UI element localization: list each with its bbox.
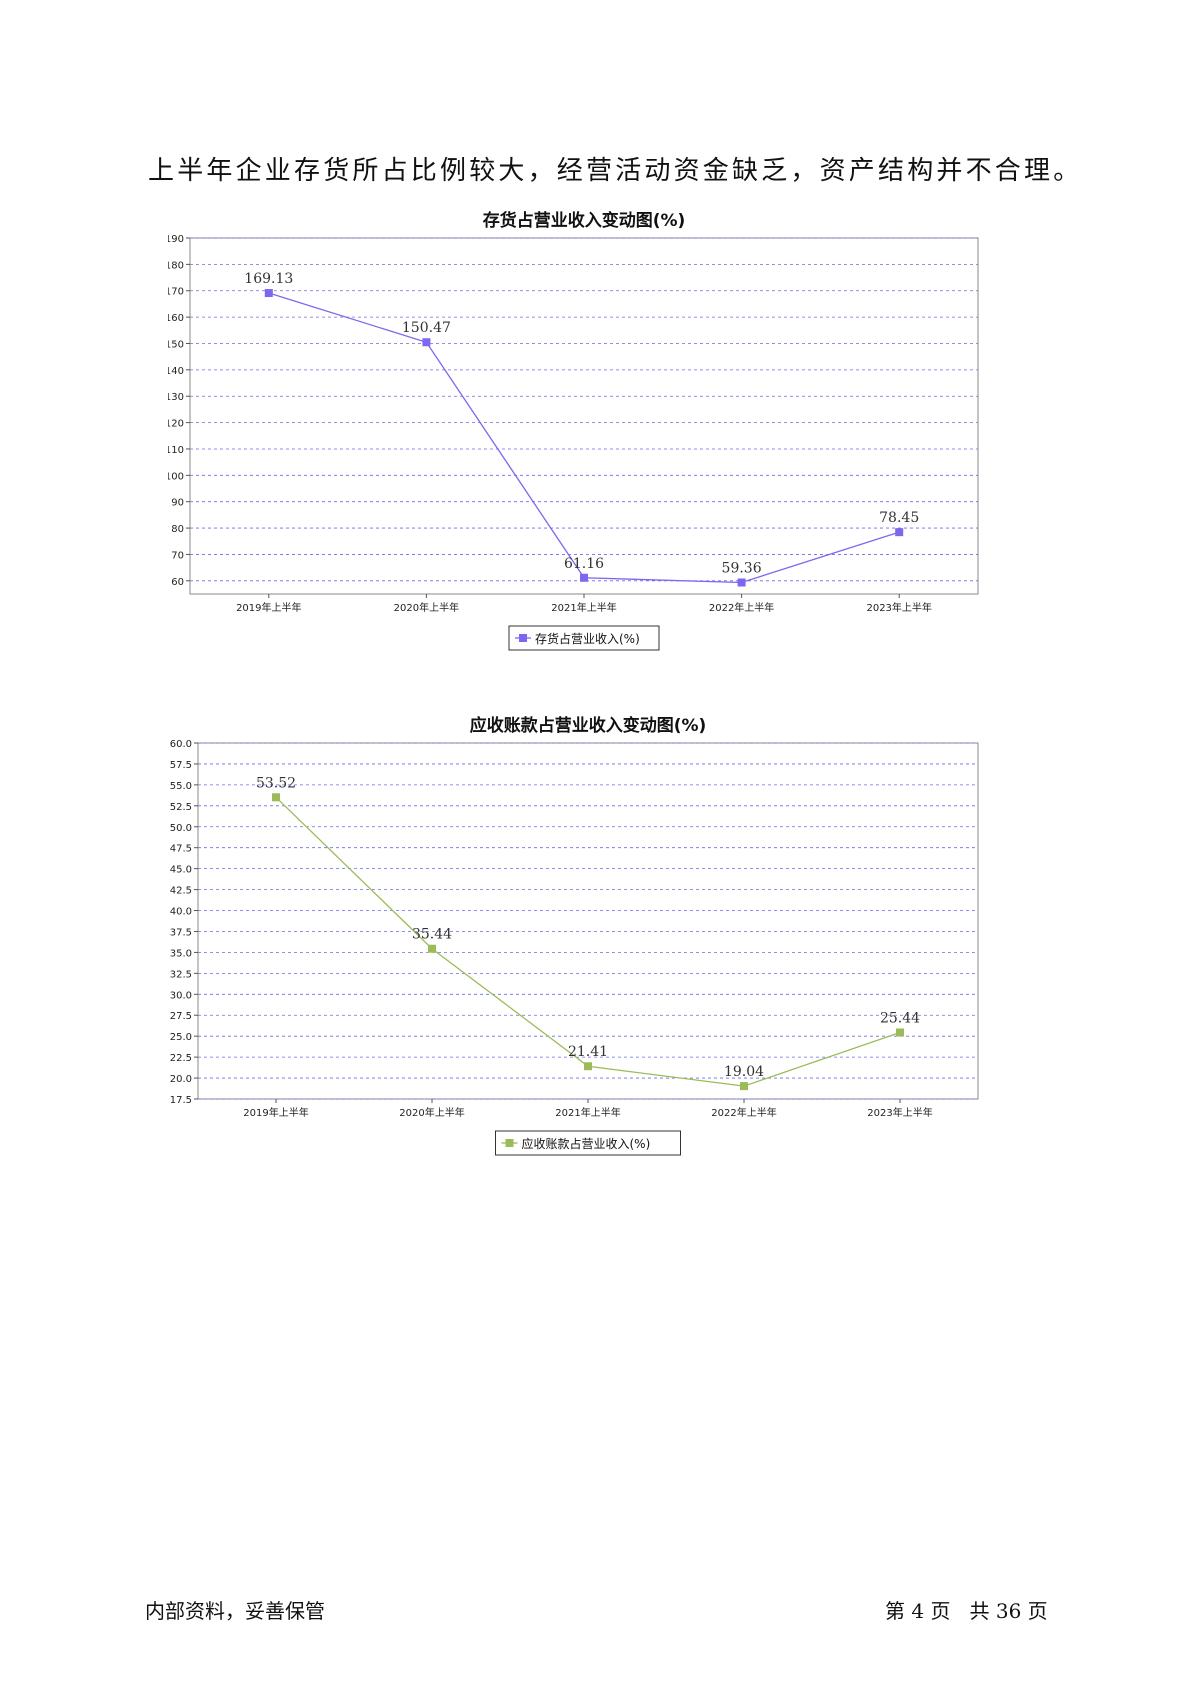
- data-label: 78.45: [879, 510, 919, 526]
- data-point: [264, 289, 273, 298]
- footer-page-number: 第 4 页 共 36 页: [885, 1599, 1048, 1623]
- y-tick-label: 55.0: [170, 781, 192, 792]
- chart-title: 存货占营业收入变动图(%): [483, 210, 686, 231]
- data-label: 150.47: [402, 320, 451, 336]
- legend-label: 应收账款占营业收入(%): [522, 1136, 651, 1151]
- data-point: [580, 573, 588, 582]
- data-point: [895, 528, 904, 537]
- y-tick-label: 60: [171, 577, 184, 588]
- y-tick-label: 110: [168, 445, 184, 456]
- plot-area: [189, 237, 979, 595]
- x-tick-label: 2023年上半年: [866, 601, 931, 614]
- y-tick-label: 80: [171, 524, 184, 535]
- x-tick-label: 2022年上半年: [711, 1106, 776, 1119]
- inventory-chart-svg: 存货占营业收入变动图(%) 60 70 80 90 100 110 120 130 140 150 1…: [168, 210, 979, 651]
- y-tick-label: 37.5: [170, 927, 192, 938]
- y-tick-label: 150: [168, 339, 184, 350]
- plot-area: [197, 742, 979, 1100]
- y-tick-label: 27.5: [170, 1011, 192, 1022]
- data-label: 21.41: [568, 1044, 608, 1060]
- y-tick-label: 130: [168, 392, 184, 403]
- data-label: 25.44: [880, 1010, 920, 1026]
- body-paragraph: 上半年企业存货所占比例较大，经营活动资金缺乏，资产结构并不合理。: [148, 156, 1083, 186]
- chart-title: 应收账款占营业收入变动图(%): [470, 715, 707, 736]
- y-tick-label: 22.5: [170, 1053, 192, 1064]
- receivables-chart: 应收账款占营业收入变动图(%) 17.5 20.0 22.5 25.0 27.5 30.0 3…: [168, 715, 1048, 1185]
- x-tick-label: 2021年上半年: [551, 601, 616, 614]
- y-tick-label: 120: [168, 419, 184, 430]
- y-tick-label: 100: [168, 471, 184, 482]
- inventory-chart: 存货占营业收入变动图(%) 60 70 80 90 100 110 120 130 140 150 1…: [168, 210, 1048, 680]
- data-point: [740, 1082, 748, 1091]
- data-point: [584, 1062, 592, 1071]
- y-tick-label: 47.5: [170, 844, 192, 855]
- x-tick-label: 2019年上半年: [243, 1106, 308, 1119]
- y-tick-label: 25.0: [170, 1032, 192, 1043]
- data-point: [896, 1028, 904, 1037]
- data-point: [737, 578, 746, 587]
- x-tick-label: 2023年上半年: [867, 1106, 932, 1119]
- legend-label: 存货占营业收入(%): [535, 631, 640, 646]
- data-label: 53.52: [256, 775, 296, 791]
- x-tick-label: 2019年上半年: [236, 601, 301, 614]
- legend-marker: [505, 1139, 514, 1147]
- y-tick-label: 140: [168, 366, 184, 377]
- data-label: 59.36: [722, 561, 762, 577]
- data-point: [272, 793, 280, 802]
- y-tick-label: 20.0: [170, 1074, 192, 1085]
- y-tick-label: 57.5: [170, 760, 192, 771]
- y-tick-label: 70: [171, 550, 184, 561]
- y-tick-label: 170: [168, 287, 184, 298]
- data-label: 61.16: [564, 556, 604, 572]
- receivables-chart-svg: 应收账款占营业收入变动图(%) 17.5 20.0 22.5 25.0 27.5 30.0 3…: [170, 715, 979, 1156]
- y-tick-label: 35.0: [170, 948, 192, 959]
- y-tick-label: 32.5: [170, 969, 192, 980]
- legend-box: [495, 1130, 681, 1156]
- y-tick-label: 90: [171, 498, 184, 509]
- y-tick-label: 180: [168, 260, 184, 271]
- data-point: [422, 338, 431, 347]
- x-tick-label: 2022年上半年: [709, 601, 774, 614]
- y-tick-label: 45.0: [170, 865, 192, 876]
- y-tick-label: 40.0: [170, 907, 192, 918]
- legend-marker: [519, 634, 527, 642]
- y-tick-label: 190: [168, 234, 184, 245]
- data-point: [428, 944, 436, 953]
- data-label: 19.04: [724, 1064, 764, 1080]
- x-tick-label: 2020年上半年: [394, 601, 459, 614]
- data-label: 169.13: [244, 271, 293, 287]
- x-tick-label: 2021年上半年: [555, 1106, 620, 1119]
- y-tick-label: 30.0: [170, 990, 192, 1001]
- footer-left: 内部资料，妥善保管: [145, 1599, 325, 1623]
- legend-box: [508, 625, 660, 651]
- y-tick-label: 42.5: [170, 886, 192, 897]
- y-tick-label: 52.5: [170, 802, 192, 813]
- y-tick-label: 160: [168, 313, 184, 324]
- data-label: 35.44: [412, 927, 452, 943]
- x-tick-label: 2020年上半年: [399, 1106, 464, 1119]
- y-tick-label: 50.0: [170, 823, 192, 834]
- y-tick-label: 17.5: [170, 1095, 192, 1106]
- y-tick-label: 60.0: [170, 739, 192, 750]
